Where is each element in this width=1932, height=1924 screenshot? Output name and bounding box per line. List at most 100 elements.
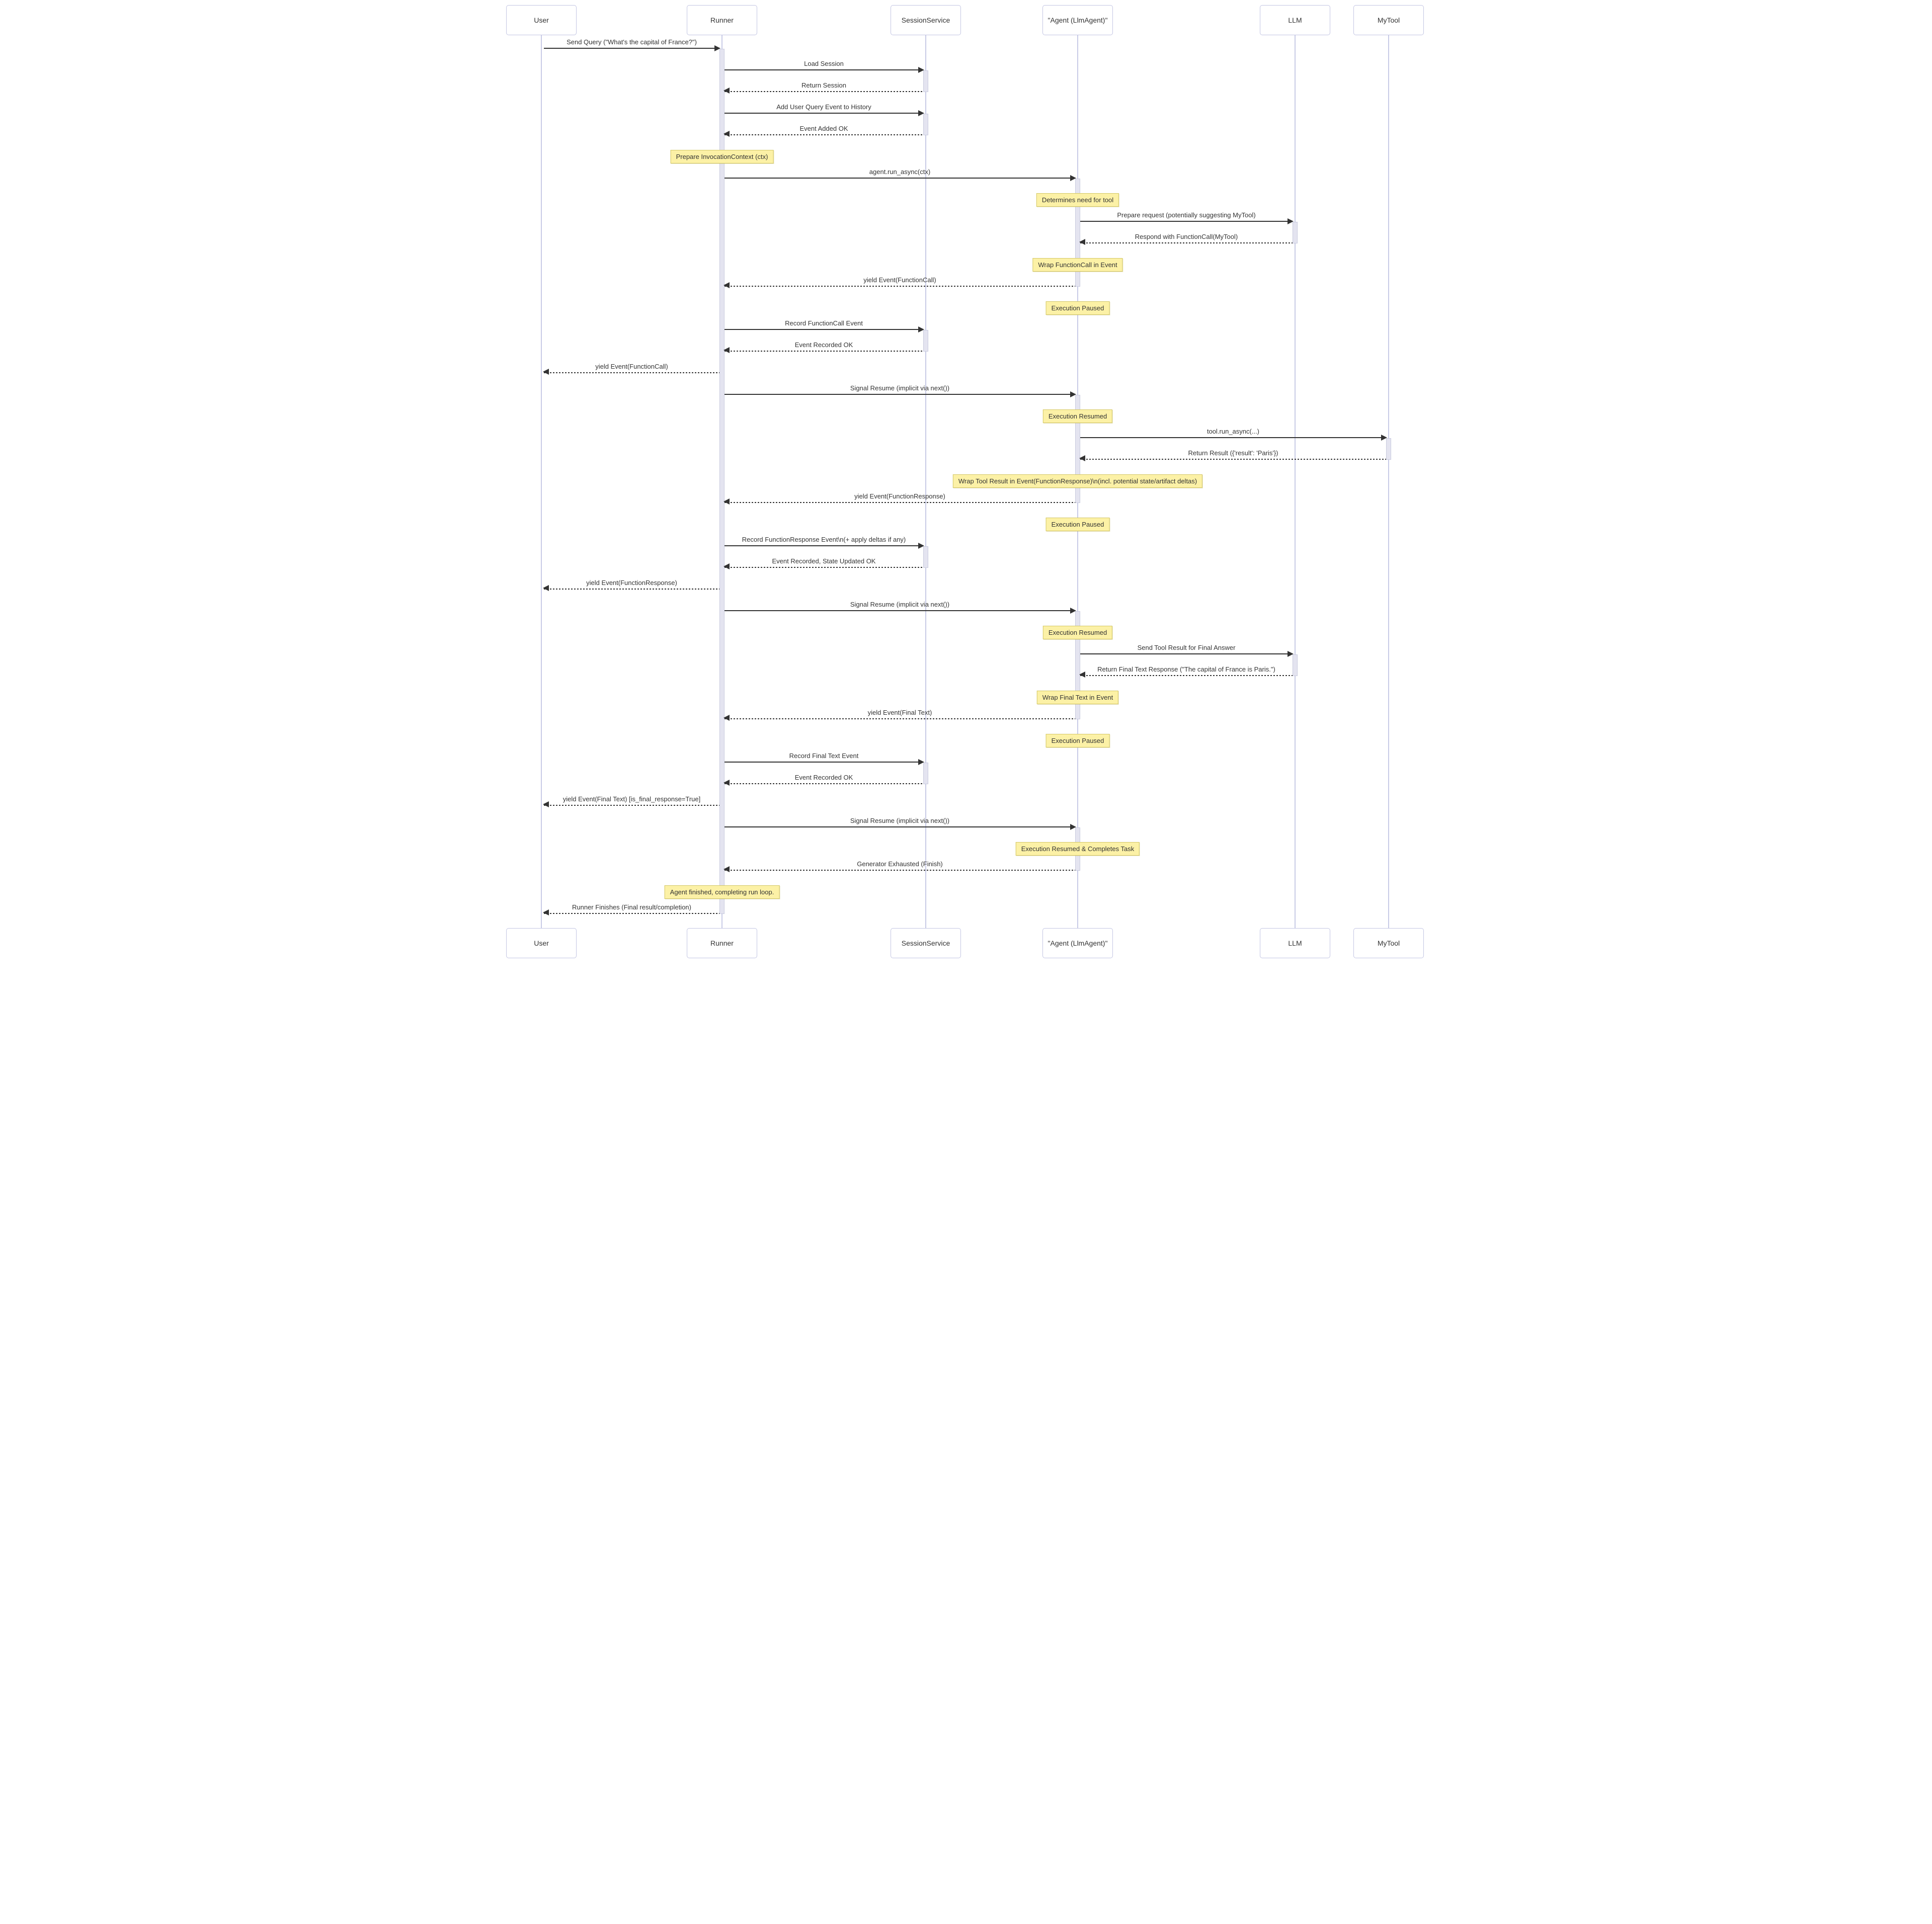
message-label: Add User Query Event to History <box>776 103 871 111</box>
dashed-message-line <box>723 347 923 353</box>
dashed-message-line <box>1079 239 1293 245</box>
participant-mytool-top: MyTool <box>1353 5 1424 35</box>
arrowhead-icon <box>1070 391 1076 397</box>
message: Send Tool Result for Final Answer <box>1080 643 1294 657</box>
message-label: Runner Finishes (Final result/completion… <box>572 903 691 911</box>
participant-agent-bottom: "Agent (LlmAgent)" <box>1042 928 1113 958</box>
message-label: Record Final Text Event <box>789 752 859 760</box>
message-label: Event Added OK <box>799 125 848 132</box>
message: Return Session <box>723 81 923 94</box>
dashed-message-line <box>1079 672 1293 678</box>
arrowhead-icon <box>723 131 730 137</box>
activation-agent <box>1075 179 1080 287</box>
note: Agent finished, completing run loop. <box>664 885 780 899</box>
note: Execution Paused <box>1045 734 1110 747</box>
lifeline-llm <box>1295 35 1296 928</box>
arrowhead-icon <box>1079 239 1085 245</box>
dashed-message-line <box>543 585 719 591</box>
message-label: Load Session <box>804 60 844 67</box>
message-label: Signal Resume (implicit via next()) <box>850 817 950 824</box>
message: Return Final Text Response ("The capital… <box>1079 665 1293 678</box>
arrowhead-icon <box>1079 455 1085 461</box>
arrowhead-icon <box>1070 175 1076 181</box>
activation-llm <box>1293 654 1298 676</box>
dashed-message-line <box>723 780 923 786</box>
arrowhead-icon <box>723 866 730 872</box>
message-label: agent.run_async(ctx) <box>869 168 931 176</box>
dashed-message-line <box>723 282 1075 288</box>
dashed-message-line <box>723 563 923 569</box>
message-label: yield Event(FunctionResponse) <box>586 579 677 587</box>
note: Execution Paused <box>1045 518 1110 531</box>
message-label: Return Result ({'result': 'Paris'}) <box>1188 449 1278 457</box>
dashed-message-line <box>543 801 719 807</box>
solid-message-line <box>1080 651 1294 657</box>
arrowhead-icon <box>723 88 730 94</box>
arrowhead-icon <box>723 347 730 353</box>
arrowhead-icon <box>543 909 549 915</box>
message: Event Recorded OK <box>723 773 923 786</box>
message: Event Recorded, State Updated OK <box>723 557 923 569</box>
note: Wrap FunctionCall in Event <box>1032 258 1123 272</box>
note: Execution Paused <box>1045 301 1110 315</box>
message: Generator Exhausted (Finish) <box>723 860 1075 872</box>
arrowhead-icon <box>1079 672 1085 678</box>
message-label: Generator Exhausted (Finish) <box>857 860 943 868</box>
note: Execution Resumed & Completes Task <box>1015 842 1140 856</box>
activation-agent <box>1075 395 1080 503</box>
message-label: Send Tool Result for Final Answer <box>1137 644 1236 651</box>
message: yield Event(Final Text) <box>723 708 1075 721</box>
arrowhead-icon <box>918 543 924 549</box>
activation-session <box>923 763 928 784</box>
solid-message-line <box>725 67 924 73</box>
participant-llm-top: LLM <box>1260 5 1330 35</box>
message-label: yield Event(Final Text) [is_final_respon… <box>562 795 701 803</box>
arrowhead-icon <box>918 67 924 73</box>
lifeline-mytool <box>1388 35 1389 928</box>
note: Determines need for tool <box>1036 193 1119 207</box>
solid-message-line <box>725 824 1076 830</box>
dashed-message-line <box>723 715 1075 721</box>
message: Signal Resume (implicit via next()) <box>725 384 1076 397</box>
message-label: Respond with FunctionCall(MyTool) <box>1135 233 1238 240</box>
solid-message-line <box>725 391 1076 397</box>
sequence-diagram-canvas: Send Query ("What's the capital of Franc… <box>483 0 1449 962</box>
message-label: Event Recorded OK <box>794 341 853 349</box>
message: Send Query ("What's the capital of Franc… <box>544 38 720 51</box>
message: Runner Finishes (Final result/completion… <box>543 903 719 915</box>
message-label: Prepare request (potentially suggesting … <box>1117 211 1256 219</box>
message: Prepare request (potentially suggesting … <box>1080 211 1294 224</box>
message: Respond with FunctionCall(MyTool) <box>1079 232 1293 245</box>
dashed-message-line <box>543 909 719 915</box>
activation-mytool <box>1386 438 1391 460</box>
message-label: yield Event(FunctionResponse) <box>854 492 945 500</box>
arrowhead-icon <box>543 801 549 807</box>
message-label: yield Event(FunctionCall) <box>595 363 668 370</box>
message-label: Record FunctionCall Event <box>785 319 863 327</box>
solid-message-line <box>725 175 1076 181</box>
participant-session-top: SessionService <box>891 5 961 35</box>
note: Wrap Tool Result in Event(FunctionRespon… <box>952 474 1203 488</box>
arrowhead-icon <box>723 282 730 288</box>
arrowhead-icon <box>723 563 730 569</box>
arrowhead-icon <box>1287 218 1294 224</box>
dashed-message-line <box>723 866 1075 872</box>
activation-agent <box>1075 611 1080 719</box>
message: Load Session <box>725 59 924 73</box>
dashed-message-line <box>543 369 719 375</box>
message-label: Signal Resume (implicit via next()) <box>850 601 950 608</box>
arrowhead-icon <box>918 326 924 332</box>
message-label: Event Recorded, State Updated OK <box>772 557 876 565</box>
message: yield Event(Final Text) [is_final_respon… <box>543 795 719 807</box>
participant-agent-top: "Agent (LlmAgent)" <box>1042 5 1113 35</box>
participant-mytool-bottom: MyTool <box>1353 928 1424 958</box>
solid-message-line <box>1080 435 1387 441</box>
arrowhead-icon <box>723 715 730 721</box>
activation-session <box>923 546 928 568</box>
message: yield Event(FunctionCall) <box>543 362 719 375</box>
message: Record Final Text Event <box>725 751 924 765</box>
message-label: Return Final Text Response ("The capital… <box>1097 665 1275 673</box>
dashed-message-line <box>723 498 1075 505</box>
arrowhead-icon <box>1381 435 1387 441</box>
note: Prepare InvocationContext (ctx) <box>670 150 774 163</box>
